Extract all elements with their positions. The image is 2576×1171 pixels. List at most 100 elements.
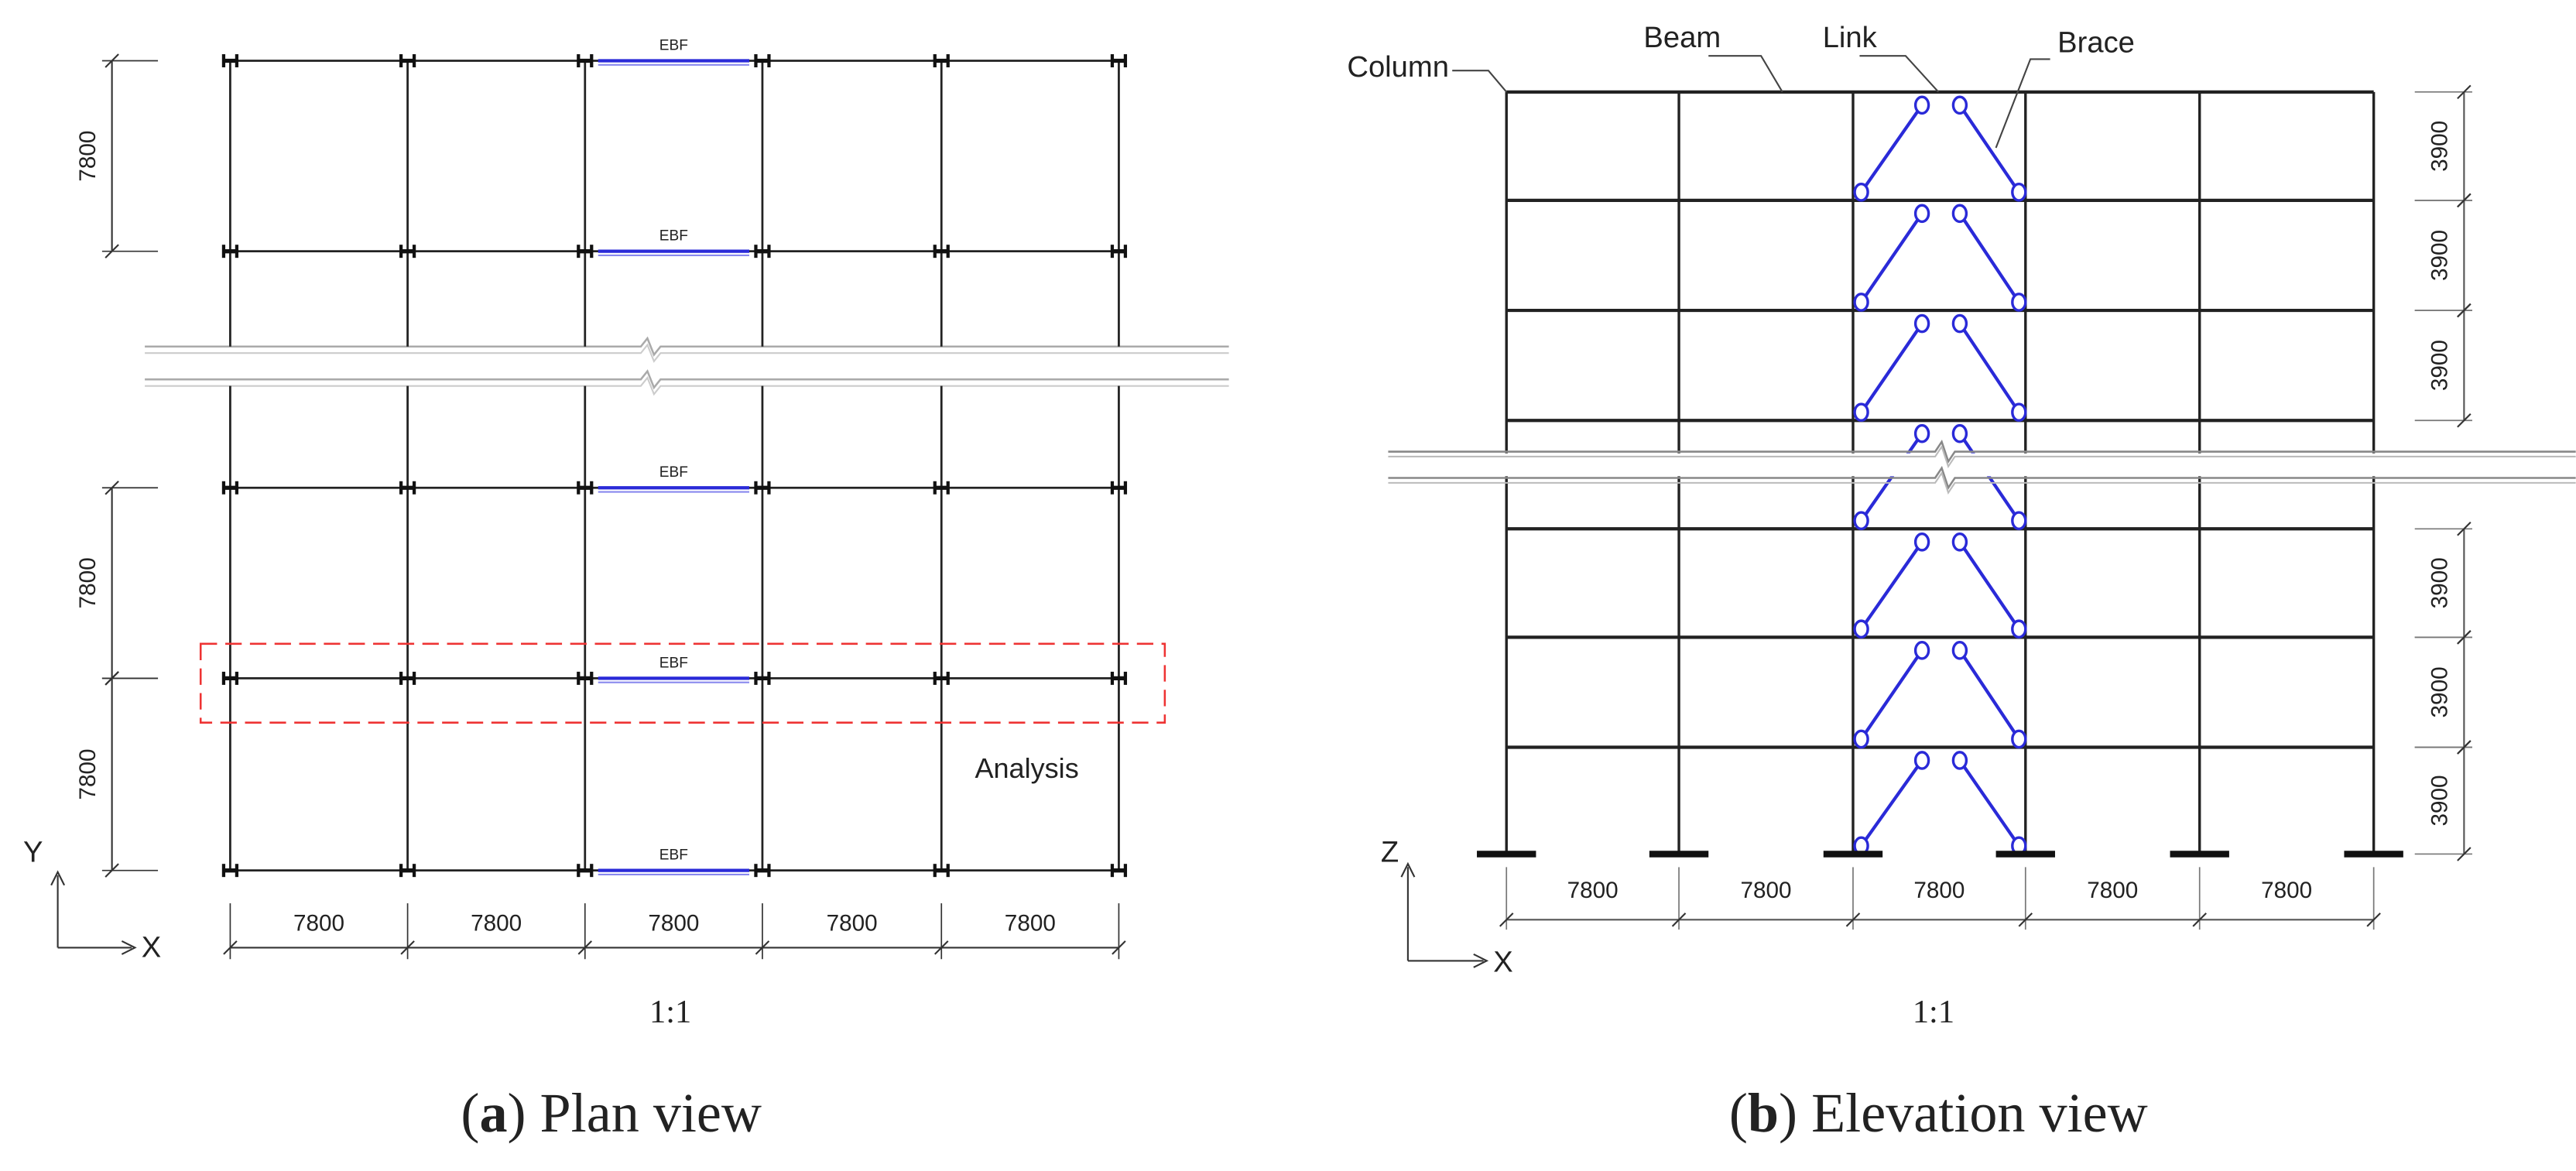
z-dimension: 3900 bbox=[2427, 121, 2453, 172]
break-line bbox=[145, 336, 1229, 357]
brace bbox=[1958, 322, 2021, 413]
caption-part: b bbox=[1748, 1082, 1779, 1144]
brace bbox=[1859, 322, 1923, 413]
z-dimension: 3900 bbox=[2427, 557, 2453, 608]
break-line bbox=[145, 375, 1229, 396]
dim-tick bbox=[934, 940, 949, 955]
dim-tick bbox=[104, 53, 119, 68]
brace bbox=[1958, 212, 2021, 303]
y-dimension: 7800 bbox=[75, 557, 101, 608]
pin bbox=[1951, 95, 1968, 115]
pin bbox=[1853, 402, 1869, 422]
caption-part: a bbox=[479, 1082, 507, 1144]
caption-part: ( bbox=[461, 1082, 479, 1144]
brace bbox=[1859, 104, 1923, 193]
pin bbox=[1951, 532, 1968, 552]
x-dimension: 7800 bbox=[648, 911, 699, 936]
dim-tick bbox=[2457, 303, 2472, 318]
brace bbox=[1859, 759, 1923, 847]
axis-label: Y bbox=[23, 836, 43, 869]
x-dimension: 7800 bbox=[1005, 911, 1056, 936]
caption: (b) Elevation view bbox=[1729, 1082, 2148, 1144]
break-line bbox=[1388, 465, 2576, 491]
pin bbox=[1913, 313, 1930, 334]
dim-tick bbox=[2457, 193, 2472, 208]
y-dimension: 7800 bbox=[75, 749, 101, 800]
scale-label: 1:1 bbox=[1913, 994, 1954, 1030]
x-dimension: 7800 bbox=[1567, 878, 1619, 903]
member-label: Beam bbox=[1643, 21, 1721, 54]
axis-label: X bbox=[1493, 946, 1512, 979]
pin bbox=[2011, 729, 2027, 749]
arrow-head bbox=[50, 870, 66, 886]
axis-label: X bbox=[142, 931, 161, 964]
dim-tick bbox=[755, 940, 770, 955]
ebf-label: EBF bbox=[659, 655, 688, 671]
x-dimension: 7800 bbox=[1740, 878, 1791, 903]
pin bbox=[1913, 423, 1930, 443]
pin bbox=[1853, 293, 1869, 312]
x-dimension: 7800 bbox=[293, 911, 344, 936]
arrow-head bbox=[1400, 861, 1416, 878]
ebf-label: EBF bbox=[659, 228, 688, 245]
brace bbox=[1958, 759, 2021, 847]
z-dimension: 3900 bbox=[2427, 340, 2453, 391]
dim-tick bbox=[577, 940, 593, 955]
pin bbox=[1913, 204, 1930, 224]
dim-tick bbox=[2457, 84, 2472, 100]
scale-label: 1:1 bbox=[649, 994, 691, 1030]
pin bbox=[1951, 423, 1968, 443]
dim-tick bbox=[104, 481, 119, 495]
z-dimension: 3900 bbox=[2427, 230, 2453, 281]
pin bbox=[1853, 511, 1869, 530]
dim-tick bbox=[2018, 912, 2033, 927]
dim-tick bbox=[2192, 912, 2207, 927]
dim-tick bbox=[2457, 522, 2472, 536]
dim-tick bbox=[400, 940, 415, 955]
pin bbox=[1913, 751, 1930, 770]
ebf-label: EBF bbox=[659, 37, 688, 53]
dim-tick bbox=[104, 863, 119, 878]
brace bbox=[1859, 212, 1923, 303]
break-line bbox=[145, 343, 1229, 363]
z-dimension: 3900 bbox=[2427, 775, 2453, 826]
pin bbox=[1853, 182, 1869, 202]
caption-part: ( bbox=[1729, 1082, 1748, 1144]
dim-tick bbox=[1671, 912, 1687, 927]
dim-tick bbox=[2457, 740, 2472, 755]
dim-tick bbox=[1845, 912, 1861, 927]
dim-tick bbox=[223, 940, 238, 955]
leader bbox=[1859, 55, 1940, 93]
pin bbox=[2011, 182, 2027, 202]
z-dimension: 3900 bbox=[2427, 666, 2453, 717]
dim-tick bbox=[1112, 940, 1126, 955]
brace bbox=[1859, 541, 1923, 630]
x-dimension: 7800 bbox=[2087, 878, 2138, 903]
break-line bbox=[145, 369, 1229, 390]
pin bbox=[1913, 641, 1930, 660]
leader bbox=[1452, 70, 1508, 93]
ebf-label: EBF bbox=[659, 464, 688, 481]
dim-tick bbox=[2366, 912, 2381, 927]
brace bbox=[1958, 104, 2021, 193]
x-dimension: 7800 bbox=[2261, 878, 2312, 903]
pin bbox=[1951, 313, 1968, 334]
caption-part: ) Elevation view bbox=[1779, 1082, 2148, 1144]
pin bbox=[1913, 532, 1930, 552]
leader bbox=[1708, 55, 1783, 93]
pin bbox=[1951, 751, 1968, 770]
arrow-head bbox=[1473, 953, 1489, 968]
analysis-box bbox=[199, 642, 1166, 724]
pin bbox=[1951, 641, 1968, 660]
pin bbox=[1951, 204, 1968, 224]
dim-tick bbox=[2457, 413, 2472, 428]
break-line bbox=[1388, 444, 2576, 469]
member-label: Brace bbox=[2057, 26, 2135, 59]
x-dimension: 7800 bbox=[471, 911, 522, 936]
arrow-head bbox=[121, 940, 137, 955]
x-dimension: 7800 bbox=[1913, 878, 1965, 903]
pin bbox=[1913, 95, 1930, 115]
dim-tick bbox=[2457, 847, 2472, 861]
y-dimension: 7800 bbox=[75, 131, 101, 182]
